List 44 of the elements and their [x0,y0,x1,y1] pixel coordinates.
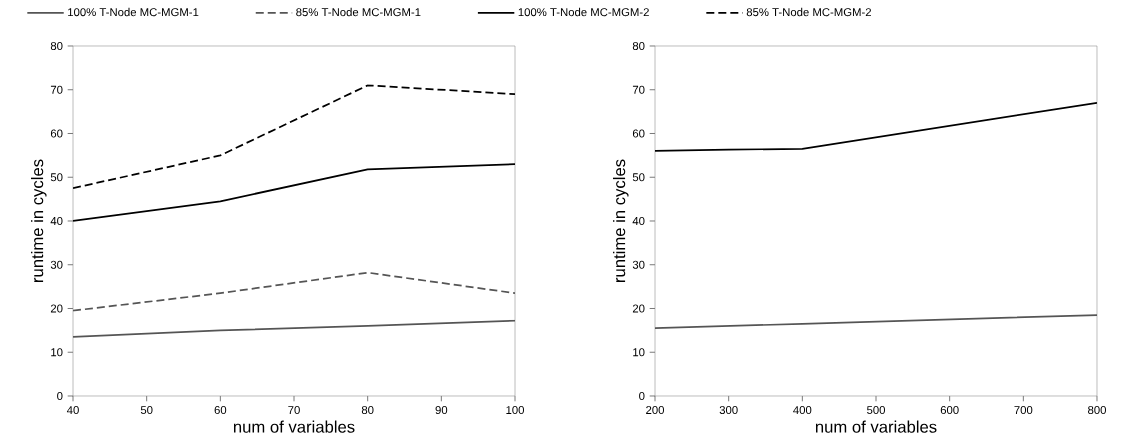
line-series [655,101,1097,152]
x-axis-title: num of variables [233,420,355,433]
legend-label: 100% T-Node MC-MGM-1 [68,7,199,17]
y-axis-title: runtime in cycles [612,159,629,282]
y-tick-label: 40 [50,216,63,225]
y-tick-label: 50 [632,173,645,182]
x-tick-label: 400 [793,406,812,415]
y-tick-label: 50 [50,173,63,182]
y-tick-label: 0 [639,391,645,400]
x-tick-label: 300 [719,406,738,415]
y-tick-label: 70 [632,85,645,94]
x-tick-label: 200 [646,406,665,415]
y-tick-label: 20 [50,304,63,313]
y-tick-label: 60 [50,129,63,138]
x-tick-label: 60 [214,406,227,415]
y-axis-title: runtime in cycles [31,159,47,282]
y-tick-label: 80 [632,41,645,50]
y-tick-label: 30 [50,260,63,269]
y-tick-label: 10 [51,348,63,357]
x-tick-label: 80 [361,406,374,415]
x-tick-label: 600 [940,406,959,415]
x-axis-title: num of variables [815,420,937,433]
y-tick-label: 60 [632,129,645,138]
x-tick-label: 50 [140,406,153,415]
x-tick-label: 500 [867,406,886,415]
legend-label: 100% T-Node MC-MGM-2 [518,7,649,17]
y-tick-label: 80 [50,41,63,50]
line-series [73,163,515,222]
legend-label: 85% T-Node MC-MGM-1 [296,7,421,17]
x-tick-label: 70 [288,406,300,415]
y-tick-label: 70 [50,85,63,94]
x-tick-label: 90 [435,406,448,415]
x-tick-label: 100 [506,406,525,415]
line-series [73,84,515,190]
y-tick-label: 0 [57,391,63,400]
line-series [73,319,515,338]
y-tick-label: 10 [633,348,645,357]
y-tick-label: 30 [632,260,645,269]
x-tick-label: 700 [1014,406,1033,415]
y-tick-label: 20 [632,304,645,313]
legend-label: 85% T-Node MC-MGM-2 [746,7,871,17]
y-tick-label: 40 [632,216,645,225]
x-tick-label: 800 [1088,406,1106,415]
x-tick-label: 40 [66,406,79,415]
